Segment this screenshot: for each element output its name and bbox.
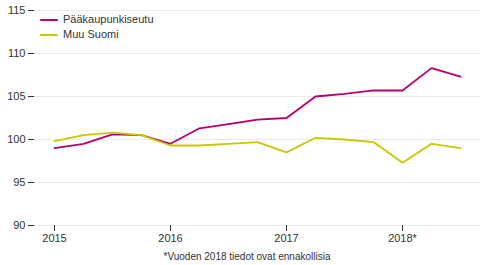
html-text:*Vuoden 2018 tiedot ovat ennak: *Vuoden 2018 tiedot ovat ennakollisia [163,251,331,262]
svg-text:2016: 2016 [158,232,182,244]
svg-text:95: 95 [13,176,25,188]
svg-text:115: 115 [8,4,26,16]
html-text:Muu Suomi: Muu Suomi [63,28,119,40]
html-text:Pääkaupunkiseutu: Pääkaupunkiseutu [63,13,154,25]
svg-text:2018*: 2018* [388,232,417,244]
svg-text:90: 90 [13,219,25,231]
svg-text:110: 110 [8,47,26,59]
svg-text:105: 105 [7,90,25,102]
svg-text:2015: 2015 [42,232,66,244]
svg-text:100: 100 [7,133,25,145]
svg-text:2017: 2017 [274,232,298,244]
